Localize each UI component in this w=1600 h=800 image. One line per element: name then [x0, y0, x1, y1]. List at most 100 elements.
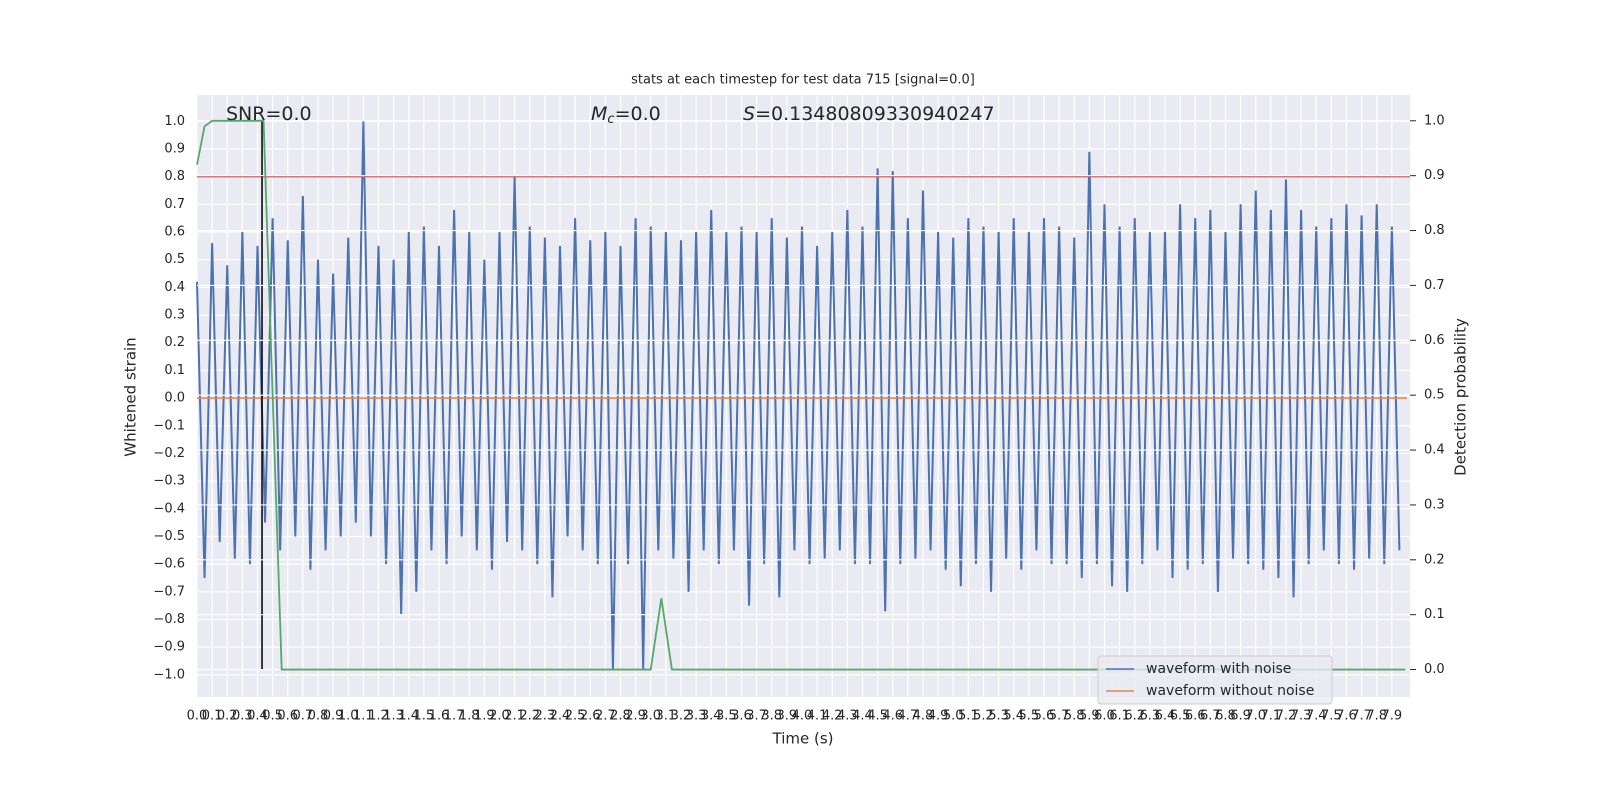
x-axis-label: Time (s): [772, 730, 834, 748]
y-tick-label: −0.2: [153, 446, 185, 461]
x-tick-label: 7.8: [1366, 709, 1387, 724]
x-tick-label: 6.4: [1155, 709, 1176, 724]
x-tick-label: 6.8: [1215, 709, 1236, 724]
x-tick-label: 0.5: [262, 709, 283, 724]
x-tick-label: 2.1: [504, 709, 525, 724]
y2-tick-label: 0.8: [1424, 223, 1445, 238]
x-tick-label: 2.3: [535, 709, 556, 724]
y-tick-label: −0.3: [153, 474, 185, 489]
y2-tick-label: 0.3: [1424, 497, 1445, 512]
x-tick-label: 2.2: [519, 709, 540, 724]
x-tick-label: 4.7: [898, 709, 919, 724]
x-tick-label: 6.2: [1124, 709, 1145, 724]
x-tick-label: 7.0: [1245, 709, 1266, 724]
x-tick-label: 7.9: [1382, 709, 1403, 724]
x-tick-label: 3.1: [656, 709, 677, 724]
chart-title: stats at each timestep for test data 715…: [631, 73, 975, 88]
y2-tick-label: 0.6: [1424, 333, 1445, 348]
x-tick-label: 7.5: [1321, 709, 1342, 724]
x-tick-label: 7.6: [1336, 709, 1357, 724]
y-tick-label: 0.8: [164, 169, 185, 184]
y-tick-label: 0.1: [164, 363, 185, 378]
y-tick-label: 0.6: [164, 225, 185, 240]
y-tick-label: −0.4: [153, 501, 185, 516]
y-tick-label: −0.6: [153, 557, 185, 572]
x-tick-label: 5.4: [1003, 709, 1024, 724]
x-tick-label: 0.7: [293, 709, 314, 724]
x-tick-label: 5.3: [988, 709, 1009, 724]
x-tick-label: 5.7: [1049, 709, 1070, 724]
x-tick-label: 4.8: [913, 709, 934, 724]
y2-tick-label: 1.0: [1424, 113, 1445, 128]
y-tick-label: 0.4: [164, 280, 185, 295]
x-tick-label: 3.6: [731, 709, 752, 724]
y2-tick-label: 0.9: [1424, 168, 1445, 183]
x-tick-label: 0.8: [308, 709, 329, 724]
x-tick-label: 5.9: [1079, 709, 1100, 724]
y-tick-label: 0.3: [164, 308, 185, 323]
x-tick-label: 5.2: [973, 709, 994, 724]
y2-tick-label: 0.2: [1424, 552, 1445, 567]
y-tick-label: −1.0: [153, 667, 185, 682]
x-tick-label: 0.4: [247, 709, 268, 724]
x-tick-label: 3.8: [761, 709, 782, 724]
annotation-text: =0.13480809330940247: [755, 103, 995, 125]
legend-box: [1097, 655, 1333, 705]
x-tick-label: 4.3: [837, 709, 858, 724]
x-tick-label: 5.1: [958, 709, 979, 724]
line-series: [196, 121, 1401, 670]
x-tick-label: 1.7: [444, 709, 465, 724]
x-tick-label: 4.6: [882, 709, 903, 724]
x-tick-label: 3.3: [686, 709, 707, 724]
x-tick-label: 5.8: [1064, 709, 1085, 724]
y-tick-label: −0.7: [153, 584, 185, 599]
annotation: S=0.13480809330940247: [743, 103, 995, 125]
x-tick-label: 1.1: [353, 709, 374, 724]
x-tick-label: 3.5: [716, 709, 737, 724]
x-tick-label: 1.3: [383, 709, 404, 724]
y-axis-label: Whitened strain: [122, 337, 140, 456]
x-tick-label: 3.9: [777, 709, 798, 724]
annotation: SNR=0.0: [226, 103, 312, 125]
annotation-symbol: S: [743, 103, 755, 125]
x-tick-label: 7.3: [1291, 709, 1312, 724]
x-tick-label: 2.8: [610, 709, 631, 724]
x-tick-label: 2.0: [489, 709, 510, 724]
legend-label: waveform without noise: [1146, 683, 1314, 699]
line-series: [196, 119, 1406, 671]
x-tick-label: 0.9: [323, 709, 344, 724]
x-tick-label: 1.5: [414, 709, 435, 724]
x-tick-label: 6.7: [1200, 709, 1221, 724]
x-tick-label: 6.3: [1140, 709, 1161, 724]
y-tick-label: −0.5: [153, 529, 185, 544]
y2-tick-label: 0.1: [1424, 607, 1445, 622]
x-tick-label: 1.9: [474, 709, 495, 724]
x-tick-label: 7.7: [1351, 709, 1372, 724]
x-tick-label: 6.9: [1230, 709, 1251, 724]
annotation-symbol: M: [591, 103, 607, 125]
x-tick-label: 2.4: [550, 709, 571, 724]
y-tick-label: −0.1: [153, 418, 185, 433]
x-tick-label: 3.7: [746, 709, 767, 724]
plot-background: [197, 95, 1410, 697]
x-tick-label: 7.1: [1261, 709, 1282, 724]
x-tick-label: 6.1: [1109, 709, 1130, 724]
y-tick-label: −0.9: [153, 640, 185, 655]
x-tick-label: 4.9: [928, 709, 949, 724]
y-tick-label: 0.2: [164, 335, 185, 350]
x-tick-label: 0.3: [232, 709, 253, 724]
y-tick-label: −0.8: [153, 612, 185, 627]
legend-label: waveform with noise: [1146, 661, 1291, 677]
y2-tick-label: 0.4: [1424, 443, 1445, 458]
x-tick-label: 2.7: [595, 709, 616, 724]
x-tick-label: 3.0: [640, 709, 661, 724]
x-tick-label: 5.0: [943, 709, 964, 724]
x-tick-label: 6.6: [1185, 709, 1206, 724]
x-tick-label: 2.9: [625, 709, 646, 724]
x-tick-label: 4.2: [822, 709, 843, 724]
x-tick-label: 1.0: [338, 709, 359, 724]
x-tick-label: 3.4: [701, 709, 722, 724]
x-tick-label: 0.6: [277, 709, 298, 724]
x-tick-label: 3.2: [671, 709, 692, 724]
